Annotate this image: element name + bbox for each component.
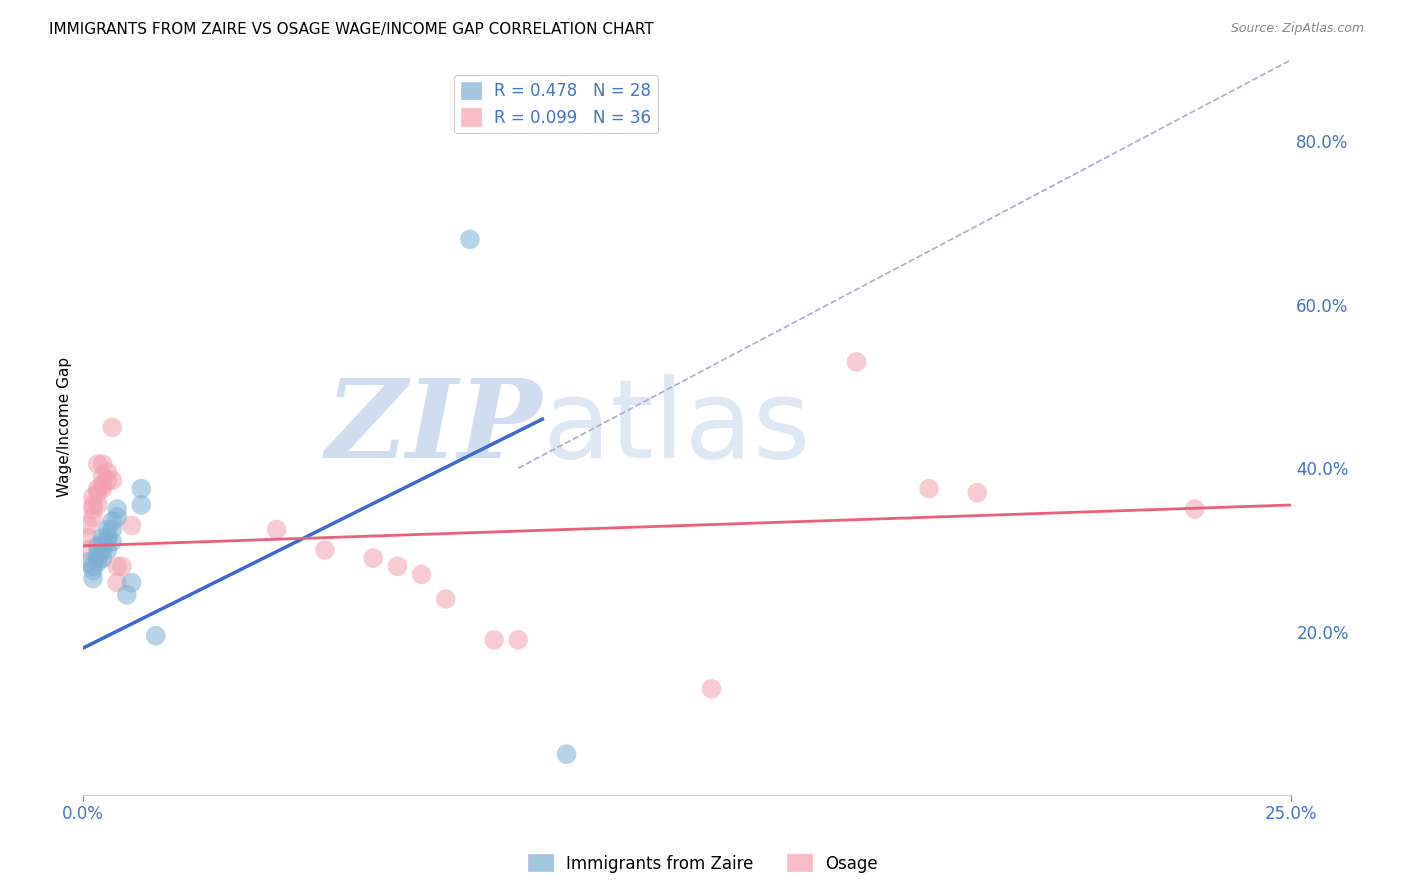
- Point: [96, 465, 118, 479]
- Point: [87, 547, 110, 561]
- Point: [77, 542, 100, 557]
- Point: [91, 531, 114, 545]
- Point: [91, 482, 114, 496]
- Point: [87, 555, 110, 569]
- Point: [77, 518, 100, 533]
- Point: [129, 498, 152, 512]
- Point: [77, 555, 100, 569]
- Legend: R = 0.478   N = 28, R = 0.099   N = 36: R = 0.478 N = 28, R = 0.099 N = 36: [454, 75, 658, 133]
- Point: [87, 457, 110, 471]
- Point: [361, 551, 384, 566]
- Point: [121, 518, 143, 533]
- Legend: Immigrants from Zaire, Osage: Immigrants from Zaire, Osage: [522, 847, 884, 880]
- Point: [82, 490, 104, 504]
- Point: [101, 534, 124, 549]
- Point: [115, 588, 138, 602]
- Point: [105, 502, 128, 516]
- Point: [105, 510, 128, 524]
- Point: [387, 559, 409, 574]
- Point: [314, 542, 336, 557]
- Point: [87, 482, 110, 496]
- Point: [845, 355, 868, 369]
- Point: [121, 575, 143, 590]
- Point: [87, 551, 110, 566]
- Point: [411, 567, 433, 582]
- Y-axis label: Wage/Income Gap: Wage/Income Gap: [58, 358, 72, 498]
- Point: [101, 474, 124, 488]
- Point: [96, 534, 118, 549]
- Point: [129, 482, 152, 496]
- Point: [82, 498, 104, 512]
- Point: [508, 632, 530, 647]
- Point: [105, 559, 128, 574]
- Point: [96, 474, 118, 488]
- Point: [101, 523, 124, 537]
- Text: ZIP: ZIP: [326, 374, 543, 481]
- Point: [700, 681, 723, 696]
- Point: [82, 572, 104, 586]
- Point: [82, 510, 104, 524]
- Point: [91, 457, 114, 471]
- Point: [101, 420, 124, 434]
- Point: [91, 539, 114, 553]
- Point: [555, 747, 578, 762]
- Point: [434, 591, 457, 606]
- Point: [266, 523, 288, 537]
- Point: [77, 531, 100, 545]
- Point: [82, 563, 104, 577]
- Point: [87, 539, 110, 553]
- Point: [91, 469, 114, 483]
- Text: Source: ZipAtlas.com: Source: ZipAtlas.com: [1230, 22, 1364, 36]
- Point: [91, 477, 114, 491]
- Point: [87, 498, 110, 512]
- Point: [482, 632, 505, 647]
- Point: [82, 559, 104, 574]
- Point: [105, 575, 128, 590]
- Text: IMMIGRANTS FROM ZAIRE VS OSAGE WAGE/INCOME GAP CORRELATION CHART: IMMIGRANTS FROM ZAIRE VS OSAGE WAGE/INCO…: [49, 22, 654, 37]
- Text: atlas: atlas: [543, 374, 811, 481]
- Point: [1184, 502, 1206, 516]
- Point: [111, 559, 134, 574]
- Point: [91, 542, 114, 557]
- Point: [96, 523, 118, 537]
- Point: [82, 502, 104, 516]
- Point: [918, 482, 941, 496]
- Point: [91, 551, 114, 566]
- Point: [145, 629, 167, 643]
- Point: [87, 485, 110, 500]
- Point: [966, 485, 988, 500]
- Point: [96, 542, 118, 557]
- Point: [101, 514, 124, 528]
- Point: [96, 531, 118, 545]
- Point: [458, 232, 481, 246]
